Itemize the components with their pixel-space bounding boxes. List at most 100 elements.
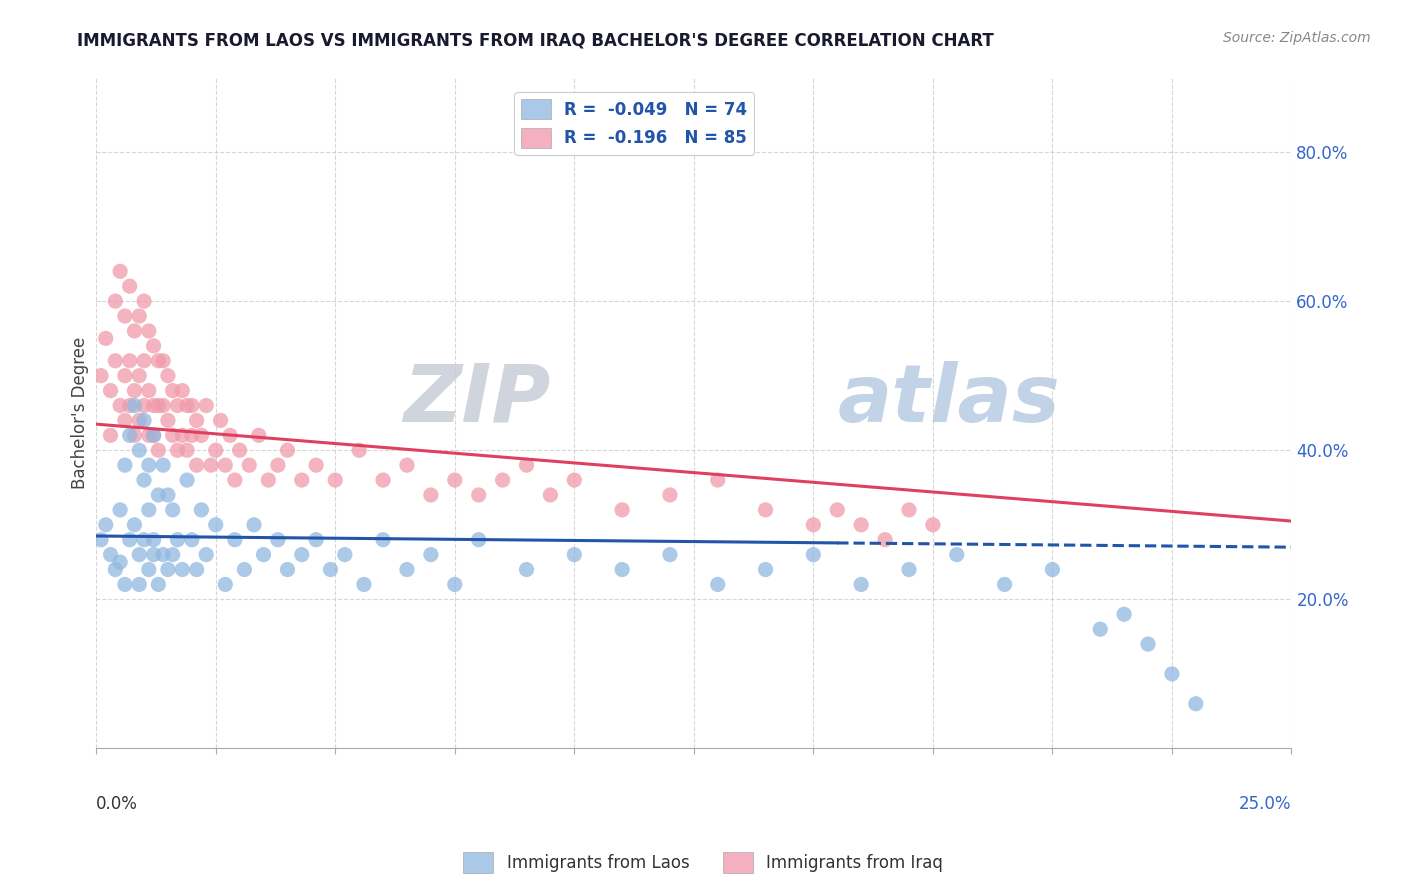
Point	[204, 517, 226, 532]
Point	[166, 399, 188, 413]
Point	[138, 324, 160, 338]
Point	[132, 353, 155, 368]
Point	[104, 353, 127, 368]
Point	[658, 548, 681, 562]
Point	[267, 533, 290, 547]
Point	[200, 458, 222, 472]
Point	[610, 562, 633, 576]
Point	[706, 577, 728, 591]
Point	[291, 548, 314, 562]
Point	[243, 517, 266, 532]
Point	[118, 353, 141, 368]
Point	[138, 384, 160, 398]
Point	[172, 384, 194, 398]
Point	[114, 577, 136, 591]
Point	[610, 503, 633, 517]
Text: IMMIGRANTS FROM LAOS VS IMMIGRANTS FROM IRAQ BACHELOR'S DEGREE CORRELATION CHART: IMMIGRANTS FROM LAOS VS IMMIGRANTS FROM …	[77, 31, 994, 49]
Point	[195, 399, 218, 413]
Point	[162, 548, 184, 562]
Point	[142, 399, 165, 413]
Point	[124, 399, 146, 413]
Point	[114, 413, 136, 427]
Point	[371, 533, 394, 547]
Point	[658, 488, 681, 502]
Point	[114, 309, 136, 323]
Point	[898, 503, 921, 517]
Point	[142, 428, 165, 442]
Point	[156, 413, 179, 427]
Point	[305, 458, 328, 472]
Point	[100, 384, 122, 398]
Point	[148, 488, 170, 502]
Point	[706, 473, 728, 487]
Point	[419, 488, 441, 502]
Point	[1185, 697, 1208, 711]
Point	[152, 353, 174, 368]
Point	[152, 548, 174, 562]
Point	[166, 533, 188, 547]
Point	[172, 428, 194, 442]
Text: Source: ZipAtlas.com: Source: ZipAtlas.com	[1223, 31, 1371, 45]
Point	[873, 533, 896, 547]
Point	[156, 368, 179, 383]
Point	[186, 413, 208, 427]
Point	[443, 473, 465, 487]
Point	[148, 443, 170, 458]
Point	[994, 577, 1017, 591]
Point	[118, 279, 141, 293]
Point	[371, 473, 394, 487]
Point	[162, 503, 184, 517]
Point	[148, 399, 170, 413]
Point	[132, 473, 155, 487]
Point	[276, 443, 298, 458]
Point	[419, 548, 441, 562]
Point	[172, 562, 194, 576]
Point	[128, 577, 150, 591]
Point	[515, 458, 537, 472]
Point	[132, 399, 155, 413]
Text: ZIP: ZIP	[404, 360, 550, 439]
Point	[104, 294, 127, 309]
Point	[333, 548, 356, 562]
Point	[395, 458, 418, 472]
Point	[276, 562, 298, 576]
Point	[108, 555, 131, 569]
Point	[180, 428, 202, 442]
Point	[108, 503, 131, 517]
Point	[347, 443, 370, 458]
Point	[152, 399, 174, 413]
Point	[754, 562, 776, 576]
Point	[128, 443, 150, 458]
Point	[132, 294, 155, 309]
Point	[219, 428, 242, 442]
Point	[214, 458, 236, 472]
Point	[142, 533, 165, 547]
Point	[138, 428, 160, 442]
Point	[148, 577, 170, 591]
Point	[94, 517, 117, 532]
Point	[305, 533, 328, 547]
Point	[186, 458, 208, 472]
Point	[291, 473, 314, 487]
Point	[114, 368, 136, 383]
Point	[562, 473, 585, 487]
Point	[562, 548, 585, 562]
Point	[180, 399, 202, 413]
Point	[138, 562, 160, 576]
Point	[180, 533, 202, 547]
Point	[128, 548, 150, 562]
Point	[190, 428, 212, 442]
Text: atlas: atlas	[837, 360, 1060, 439]
Point	[353, 577, 375, 591]
Point	[190, 503, 212, 517]
Point	[252, 548, 274, 562]
Point	[214, 577, 236, 591]
Text: 0.0%: 0.0%	[96, 796, 138, 814]
Point	[138, 458, 160, 472]
Point	[90, 368, 112, 383]
Point	[100, 428, 122, 442]
Point	[224, 533, 246, 547]
Point	[395, 562, 418, 576]
Point	[801, 548, 824, 562]
Point	[238, 458, 260, 472]
